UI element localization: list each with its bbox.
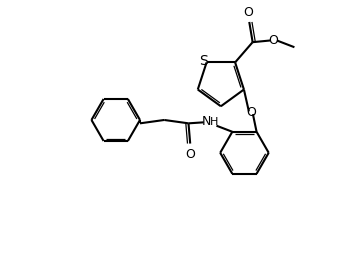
Text: O: O (185, 148, 195, 161)
Text: O: O (244, 5, 254, 18)
Text: S: S (199, 54, 207, 68)
Text: N: N (202, 115, 211, 128)
Text: H: H (209, 117, 218, 127)
Text: O: O (269, 34, 278, 47)
Text: O: O (246, 106, 256, 119)
